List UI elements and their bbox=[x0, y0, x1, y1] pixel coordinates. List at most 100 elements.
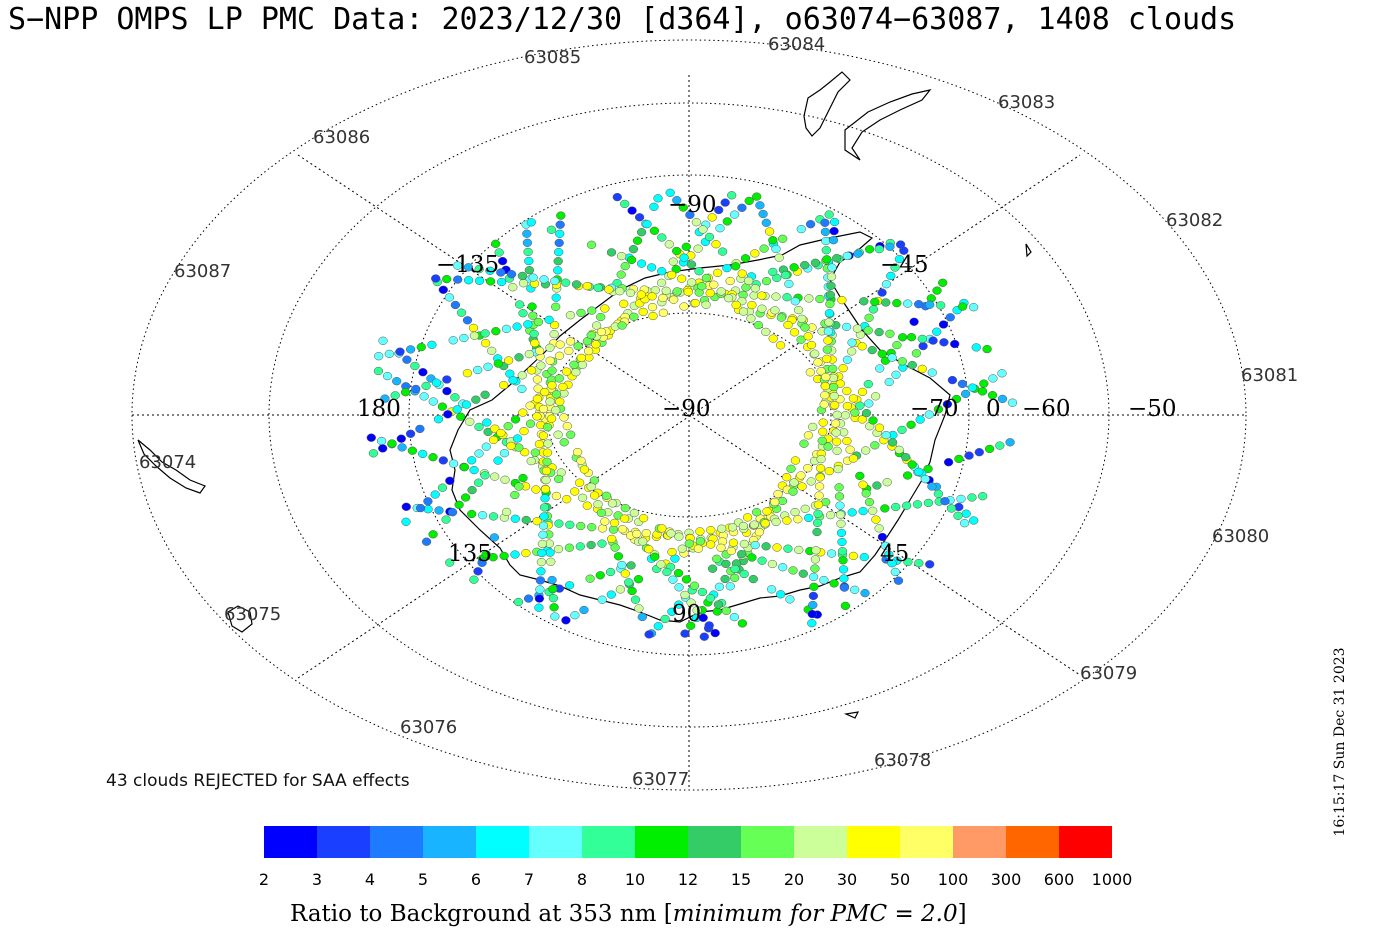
cloud-dot bbox=[543, 439, 553, 448]
cloud-dot bbox=[453, 275, 463, 284]
cloud-dot bbox=[864, 313, 874, 322]
cloud-dot bbox=[894, 254, 905, 264]
cloud-dot bbox=[537, 539, 548, 549]
cloud-dot bbox=[842, 436, 852, 446]
cloud-dot bbox=[545, 397, 555, 406]
cloud-dot bbox=[917, 364, 927, 374]
cloud-dot bbox=[957, 379, 968, 389]
colorbar-tick: 30 bbox=[836, 870, 858, 889]
cloud-dot bbox=[529, 329, 539, 339]
colorbar-tick: 600 bbox=[1043, 870, 1075, 889]
orbit-label: 63083 bbox=[998, 92, 1055, 113]
cloud-dot bbox=[818, 418, 828, 427]
cloud-dot bbox=[514, 482, 524, 491]
cloud-dot bbox=[627, 206, 637, 215]
cloud-dot bbox=[430, 490, 440, 499]
cloud-dot bbox=[995, 441, 1005, 450]
cloud-dot bbox=[565, 311, 576, 320]
cloud-dot bbox=[454, 500, 464, 509]
cloud-dot bbox=[783, 544, 793, 553]
cloud-dot bbox=[569, 360, 579, 369]
cloud-dot bbox=[510, 514, 520, 523]
cloud-dot bbox=[822, 354, 832, 363]
cloud-dot bbox=[431, 378, 442, 387]
cloud-dot bbox=[579, 605, 589, 615]
cloud-dot bbox=[790, 456, 801, 465]
cloud-dot bbox=[463, 263, 474, 272]
cloud-dot bbox=[736, 550, 747, 559]
cloud-dot bbox=[634, 604, 644, 613]
cloud-dot bbox=[698, 225, 708, 234]
cloud-dot bbox=[848, 394, 859, 403]
cloud-dot bbox=[612, 192, 622, 202]
cloud-dot bbox=[459, 333, 469, 343]
cloud-dot bbox=[671, 265, 681, 274]
cloud-dot bbox=[575, 542, 585, 551]
cloud-dot bbox=[809, 582, 819, 591]
cloud-dot bbox=[722, 263, 732, 273]
cloud-dot bbox=[387, 439, 397, 448]
cloud-dot bbox=[542, 457, 552, 466]
cloud-dot bbox=[551, 406, 561, 415]
colorbar-swatch bbox=[635, 826, 688, 858]
cloud-dot bbox=[907, 460, 917, 469]
cloud-dot bbox=[820, 218, 830, 227]
cloud-dot bbox=[829, 382, 839, 392]
cloud-dot bbox=[607, 534, 617, 544]
cloud-dot bbox=[855, 471, 865, 481]
cloud-dot bbox=[805, 220, 816, 229]
latitude-circle bbox=[546, 312, 832, 518]
cloud-dot bbox=[800, 323, 810, 332]
colorbar-swatch bbox=[264, 826, 317, 858]
cloud-dot bbox=[977, 387, 988, 396]
cloud-dot bbox=[667, 607, 677, 616]
cloud-dot bbox=[848, 551, 859, 561]
cloud-dot bbox=[644, 630, 654, 639]
cloud-dot bbox=[550, 276, 560, 286]
cloud-dot bbox=[894, 445, 904, 454]
colorbar-swatch bbox=[423, 826, 476, 858]
cloud-dot bbox=[761, 218, 771, 227]
cloud-dot bbox=[656, 278, 667, 287]
cloud-dot bbox=[855, 401, 865, 410]
cloud-dot bbox=[912, 500, 923, 509]
cloud-dot bbox=[522, 229, 532, 238]
colorbar-swatch bbox=[1006, 826, 1059, 858]
colorbar-tick: 300 bbox=[990, 870, 1022, 889]
cloud-dot bbox=[593, 500, 603, 509]
cloud-dot bbox=[601, 491, 612, 500]
cloud-dot bbox=[496, 268, 506, 277]
cloud-dot bbox=[906, 333, 917, 342]
cloud-dot bbox=[431, 274, 441, 283]
cloud-dot bbox=[729, 210, 740, 219]
cloud-dot bbox=[554, 519, 564, 528]
tasmania-coastline bbox=[227, 605, 253, 633]
cloud-dot bbox=[875, 364, 885, 373]
cloud-dot bbox=[872, 481, 882, 490]
cloud-dot bbox=[789, 263, 799, 272]
cloud-dot bbox=[838, 565, 849, 574]
cloud-dot bbox=[551, 491, 562, 501]
colorbar-swatch bbox=[582, 826, 635, 858]
cloud-dot bbox=[626, 561, 636, 570]
cloud-dot bbox=[546, 557, 556, 566]
cloud-dot bbox=[554, 474, 564, 484]
cloud-dot bbox=[669, 295, 679, 304]
cloud-dot bbox=[447, 508, 458, 517]
cloud-dot bbox=[923, 464, 933, 474]
cloud-dot bbox=[596, 312, 606, 322]
cloud-dot bbox=[419, 392, 429, 401]
cloud-dot bbox=[871, 515, 881, 524]
cloud-dot bbox=[810, 564, 820, 573]
cloud-dot bbox=[723, 294, 734, 303]
cloud-dot bbox=[562, 421, 572, 431]
cloud-dot bbox=[620, 199, 630, 209]
cloud-dot bbox=[555, 229, 565, 238]
cloud-dot bbox=[633, 575, 644, 584]
cloud-dot bbox=[442, 386, 452, 396]
cloud-dot bbox=[714, 582, 725, 591]
cloud-dot bbox=[979, 379, 989, 388]
cloud-dot bbox=[897, 333, 908, 342]
cloud-dot bbox=[730, 573, 740, 583]
cloud-dot bbox=[416, 342, 426, 352]
